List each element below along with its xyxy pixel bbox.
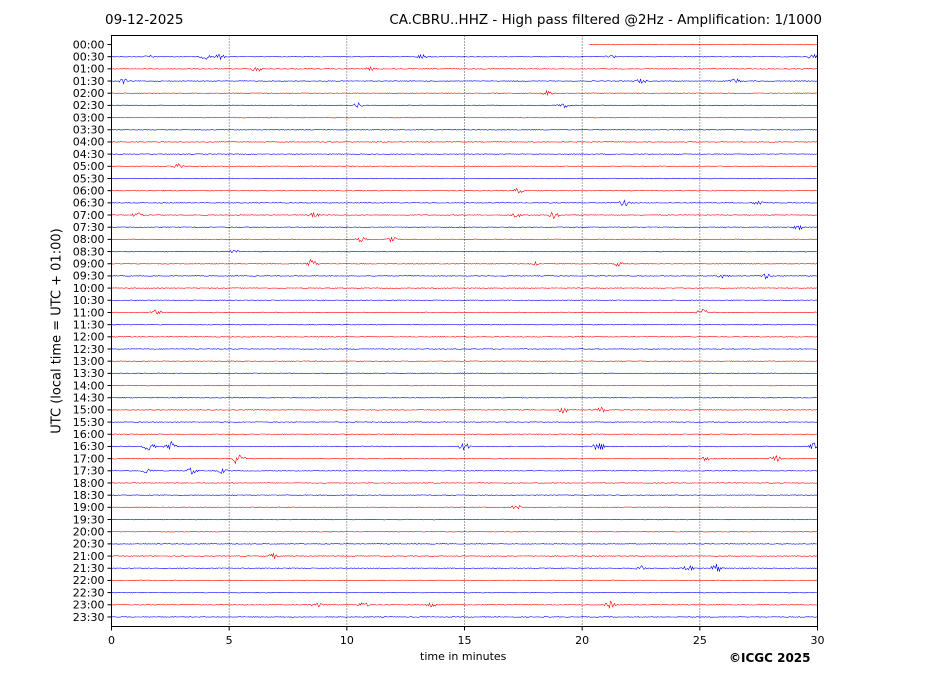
y-tick-label: 08:00 <box>73 233 105 246</box>
trace-1330 <box>111 372 818 375</box>
y-tick-label: 10:30 <box>73 294 105 307</box>
trace-0730 <box>111 224 818 231</box>
trace-2100 <box>111 553 818 559</box>
y-tick-label: 21:30 <box>73 562 105 575</box>
trace-0800 <box>111 237 818 243</box>
x-tick-label: 10 <box>340 634 354 647</box>
y-axis-label: UTC (local time = UTC + 01:00) <box>49 228 65 434</box>
x-tick-label: 15 <box>458 634 472 647</box>
y-tick-label: 02:30 <box>73 99 105 112</box>
trace-2330 <box>111 616 818 618</box>
y-tick-label: 02:00 <box>73 87 105 100</box>
y-tick-label: 23:00 <box>73 599 105 612</box>
trace-2300 <box>111 600 818 610</box>
y-tick-label: 00:30 <box>73 50 105 63</box>
trace-2230 <box>111 591 818 594</box>
y-tick-label: 18:00 <box>73 477 105 490</box>
trace-1200 <box>111 336 818 338</box>
y-axis-ticks: 00:0000:3001:0001:3002:0002:3003:0003:30… <box>73 38 112 624</box>
trace-1600 <box>111 433 818 435</box>
y-tick-label: 04:30 <box>73 148 105 161</box>
y-tick-label: 10:00 <box>73 282 105 295</box>
trace-2030 <box>111 543 818 545</box>
y-tick-label: 14:30 <box>73 392 105 405</box>
y-tick-label: 19:00 <box>73 501 105 514</box>
trace-0600 <box>111 188 818 194</box>
y-tick-label: 08:30 <box>73 245 105 258</box>
y-tick-label: 23:30 <box>73 611 105 624</box>
y-tick-label: 21:00 <box>73 550 105 563</box>
y-tick-label: 09:30 <box>73 270 105 283</box>
y-tick-label: 17:00 <box>73 452 105 465</box>
trace-0400 <box>111 141 818 143</box>
trace-1430 <box>111 397 818 399</box>
trace-1630 <box>111 440 818 451</box>
y-tick-label: 04:00 <box>73 136 105 149</box>
y-tick-label: 05:30 <box>73 172 105 185</box>
y-tick-label: 05:00 <box>73 160 105 173</box>
date-label: 09-12-2025 <box>105 12 184 28</box>
y-tick-label: 01:30 <box>73 75 105 88</box>
y-tick-label: 12:00 <box>73 331 105 344</box>
y-tick-label: 13:30 <box>73 367 105 380</box>
y-tick-label: 07:30 <box>73 221 105 234</box>
trace-1230 <box>111 348 818 350</box>
copyright-label: ©ICGC 2025 <box>729 651 811 665</box>
y-tick-label: 17:30 <box>73 465 105 478</box>
y-tick-label: 01:00 <box>73 63 105 76</box>
trace-2200 <box>111 579 818 582</box>
trace-0700 <box>111 211 818 220</box>
y-tick-label: 12:30 <box>73 343 105 356</box>
y-tick-label: 15:30 <box>73 416 105 429</box>
y-tick-label: 13:00 <box>73 355 105 368</box>
y-tick-label: 03:30 <box>73 124 105 137</box>
trace-2130 <box>111 563 818 573</box>
y-tick-label: 20:30 <box>73 538 105 551</box>
x-axis-label: time in minutes <box>420 650 507 663</box>
trace-1300 <box>111 360 818 362</box>
y-tick-label: 07:00 <box>73 209 105 222</box>
y-tick-label: 06:00 <box>73 184 105 197</box>
y-tick-label: 06:30 <box>73 197 105 210</box>
y-tick-label: 14:00 <box>73 379 105 392</box>
trace-0830 <box>111 250 818 253</box>
y-tick-label: 03:00 <box>73 111 105 124</box>
trace-1500 <box>111 406 818 414</box>
trace-1400 <box>111 384 818 387</box>
x-tick-label: 20 <box>575 634 589 647</box>
y-tick-label: 09:00 <box>73 258 105 271</box>
x-tick-label: 5 <box>226 634 233 647</box>
y-tick-label: 22:00 <box>73 574 105 587</box>
chart-title: CA.CBRU..HHZ - High pass filtered @2Hz -… <box>389 12 822 28</box>
y-tick-label: 11:30 <box>73 318 105 331</box>
trace-0000 <box>589 43 818 46</box>
y-tick-label: 16:30 <box>73 440 105 453</box>
trace-0430 <box>111 153 818 155</box>
x-tick-label: 25 <box>693 634 707 647</box>
y-tick-label: 00:00 <box>73 38 105 51</box>
grid-lines <box>228 35 701 627</box>
y-tick-label: 19:30 <box>73 513 105 526</box>
trace-1530 <box>111 421 818 423</box>
trace-0330 <box>111 129 818 131</box>
y-tick-label: 20:00 <box>73 526 105 539</box>
y-tick-label: 16:00 <box>73 428 105 441</box>
x-tick-label: 30 <box>811 634 825 647</box>
trace-0530 <box>111 177 818 180</box>
trace-1900 <box>111 505 818 510</box>
trace-2000 <box>111 531 818 533</box>
y-tick-label: 22:30 <box>73 586 105 599</box>
plot-frame <box>111 35 818 627</box>
x-axis-ticks: 0 5 10 15 20 25 30 <box>108 626 825 647</box>
y-tick-label: 11:00 <box>73 306 105 319</box>
trace-0630 <box>111 199 818 207</box>
y-tick-label: 15:00 <box>73 404 105 417</box>
x-tick-label: 0 <box>108 634 115 647</box>
y-tick-label: 18:30 <box>73 489 105 502</box>
trace-0500 <box>111 163 818 169</box>
